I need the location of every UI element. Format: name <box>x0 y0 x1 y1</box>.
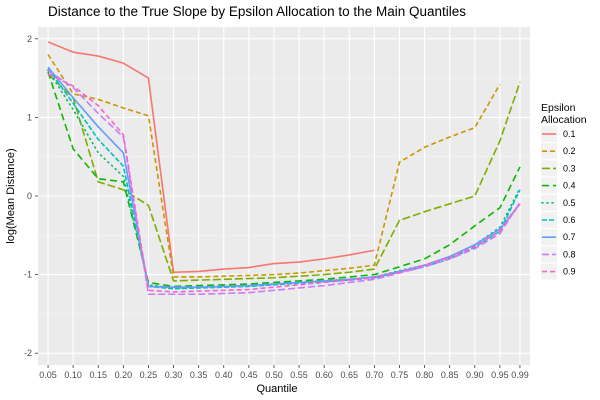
grid-major <box>38 27 530 365</box>
series-line-0-9 <box>47 73 521 293</box>
y-axis: -2 -1 0 1 2 <box>24 34 38 358</box>
x-tick-label: 0.80 <box>416 370 434 380</box>
x-tick-label: 0.15 <box>89 370 107 380</box>
x-tick-label: 0.30 <box>165 370 183 380</box>
x-tick-label: 0.05 <box>39 370 57 380</box>
y-tick-label: -1 <box>24 270 32 280</box>
y-tick-label: 2 <box>27 34 32 44</box>
y-tick-label: 1 <box>27 112 32 122</box>
legend-label: 0.1 <box>563 129 576 139</box>
legend-label: 0.9 <box>563 267 576 277</box>
series-line-0-2 <box>47 54 501 278</box>
series-line-0-1 <box>47 41 375 274</box>
x-tick-label: 0.99 <box>511 370 529 380</box>
series-line-0-3 <box>47 73 521 282</box>
x-tick-label: 0.10 <box>64 370 82 380</box>
y-axis-label: log(Mean Distance) <box>5 148 17 243</box>
x-tick-label: 0.75 <box>391 370 409 380</box>
y-tick-label: -2 <box>24 348 32 358</box>
legend: Epsilon Allocation 0.1 0.2 0.3 0.4 0.5 0.6 0.7 0.… <box>541 102 587 280</box>
legend-label: 0.8 <box>563 249 576 259</box>
x-tick-label: 0.45 <box>240 370 258 380</box>
legend-label: 0.6 <box>563 215 576 225</box>
legend-title: Epsilon Allocation <box>541 102 587 126</box>
series-line-0-4 <box>47 71 521 288</box>
x-axis: 0.05 0.10 0.15 0.20 0.25 0.30 0.35 0.40 0.45 0.50… <box>39 365 529 380</box>
legend-label: 0.3 <box>563 163 576 173</box>
x-tick-label: 0.95 <box>491 370 509 380</box>
x-tick-label: 0.90 <box>466 370 484 380</box>
x-tick-label: 0.50 <box>265 370 283 380</box>
x-axis-label: Quantile <box>257 383 298 395</box>
x-tick-label: 0.65 <box>340 370 358 380</box>
legend-label: 0.2 <box>563 146 576 156</box>
x-tick-label: 0.60 <box>315 370 333 380</box>
x-tick-label: 0.85 <box>441 370 459 380</box>
series-line-0-8 <box>47 69 521 296</box>
legend-label: 0.7 <box>563 232 576 242</box>
x-tick-label: 0.40 <box>215 370 233 380</box>
legend-key <box>541 263 557 280</box>
x-tick-label: 0.35 <box>190 370 208 380</box>
chart-title: Distance to the True Slope by Epsilon Al… <box>48 4 466 19</box>
y-tick-label: 0 <box>27 191 32 201</box>
grid-minor <box>38 77 530 315</box>
legend-key <box>541 143 557 160</box>
x-tick-label: 0.70 <box>366 370 384 380</box>
legend-key <box>541 194 557 211</box>
legend-label: 0.5 <box>563 198 576 208</box>
series-layer <box>47 41 521 296</box>
x-tick-label: 0.55 <box>290 370 308 380</box>
x-tick-label: 0.25 <box>140 370 158 380</box>
legend-label: 0.4 <box>563 181 576 191</box>
series-line-0-6 <box>47 68 521 290</box>
x-tick-label: 0.20 <box>115 370 133 380</box>
